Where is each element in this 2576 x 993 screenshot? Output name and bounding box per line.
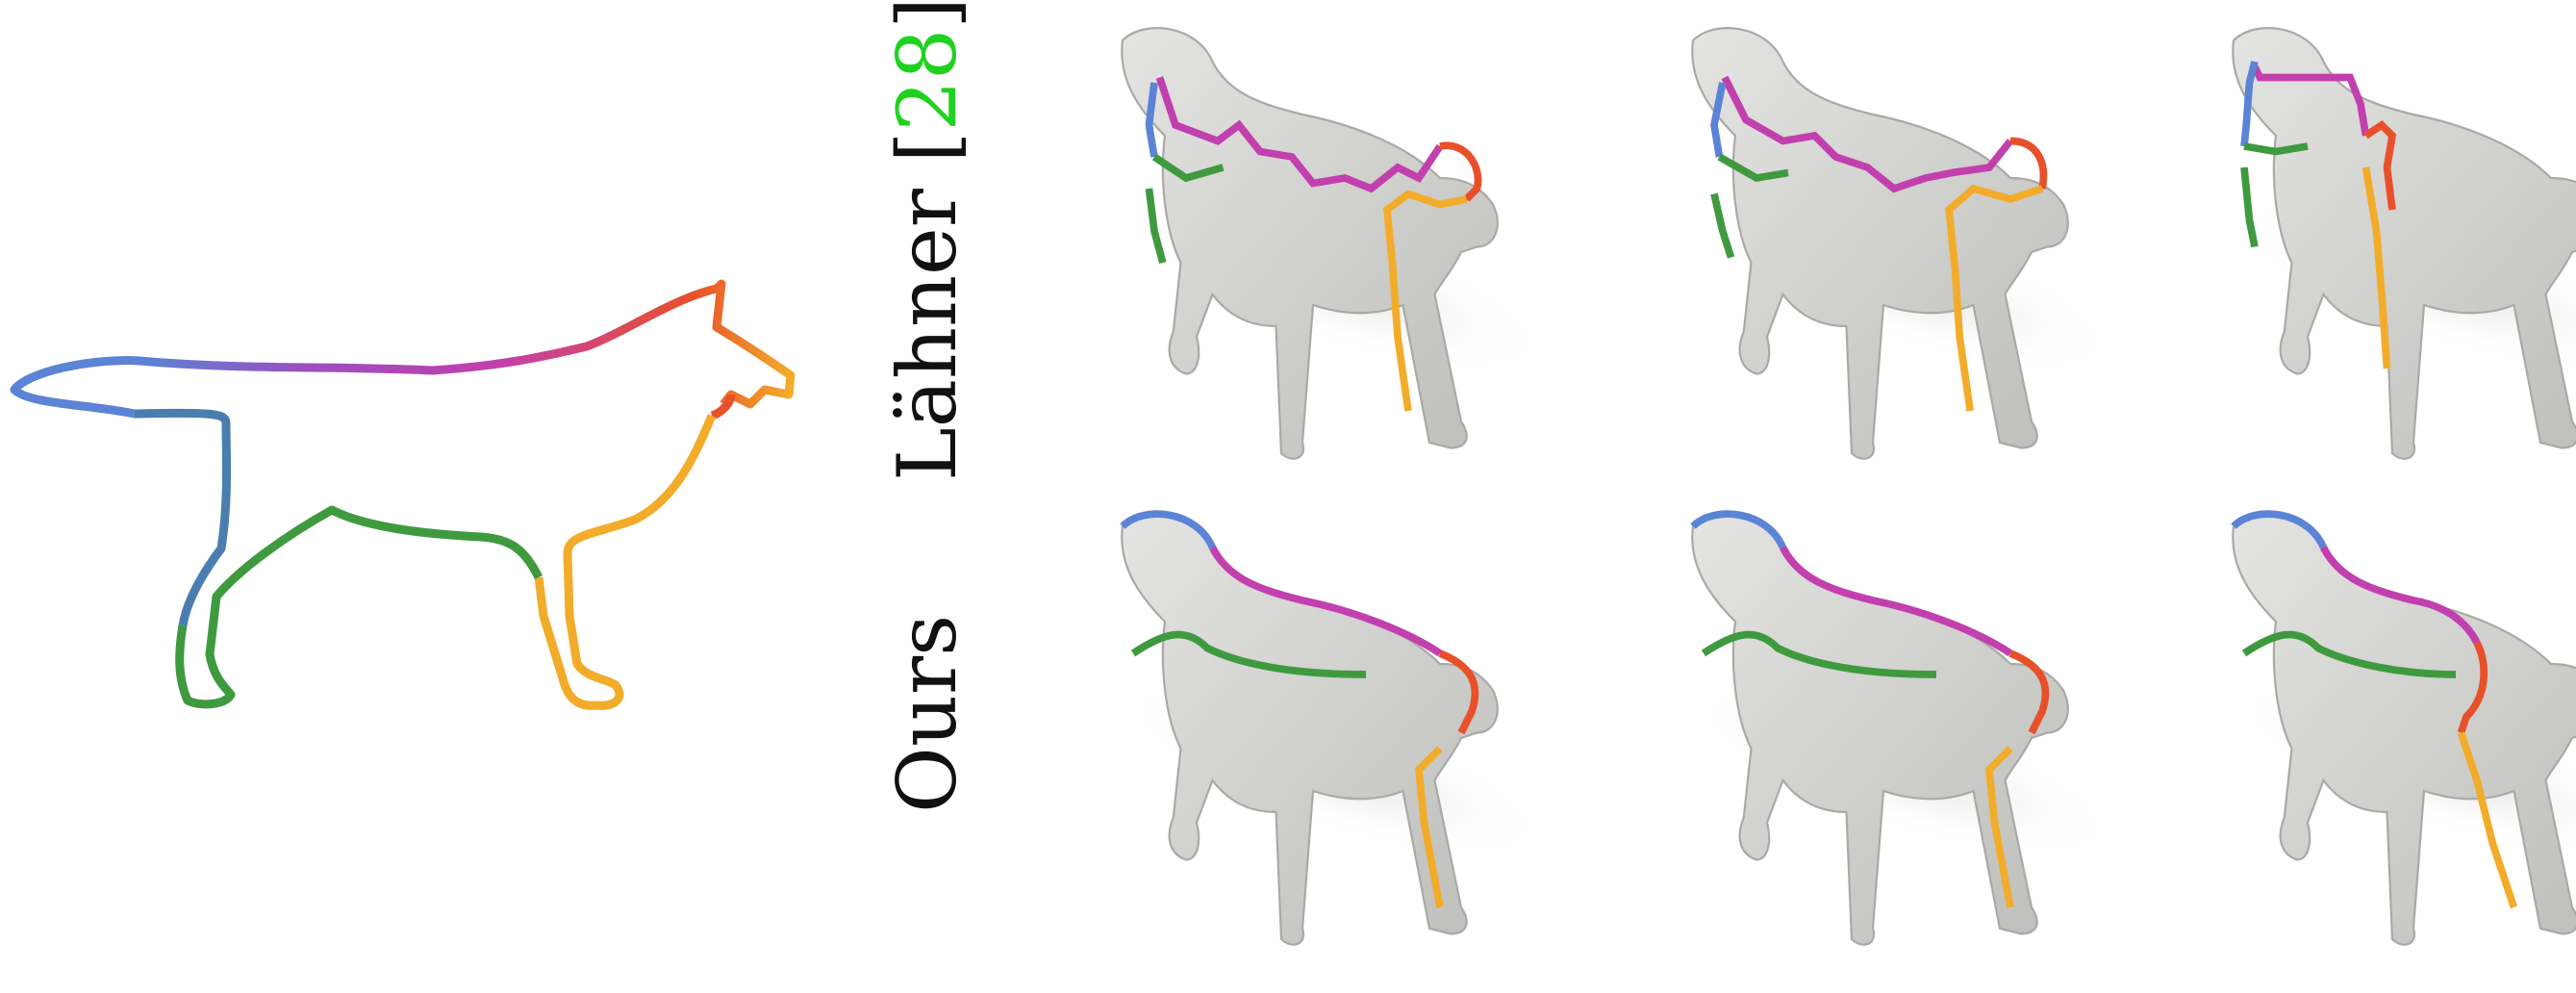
ours-result-1 [1103, 510, 1565, 946]
lahner-result-3 [2214, 27, 2576, 460]
lahner-result-2 [1674, 27, 2135, 460]
row-label-ours: Ours [880, 615, 974, 813]
ours-result-3 [2214, 510, 2576, 946]
citation-open: [ [880, 131, 974, 164]
row-label-lahner-citation: [28] [880, 0, 974, 163]
row-label-lahner-name: Lähner [880, 189, 974, 481]
ours-result-2 [1674, 510, 2135, 946]
lahner-result-1 [1103, 27, 1565, 460]
source-contour [10, 279, 796, 710]
row-label-lahner: Lähner [28] [880, 0, 974, 481]
citation-close: ] [880, 0, 974, 29]
row-label-ours-name: Ours [880, 614, 974, 813]
citation-number: 28 [880, 28, 974, 132]
